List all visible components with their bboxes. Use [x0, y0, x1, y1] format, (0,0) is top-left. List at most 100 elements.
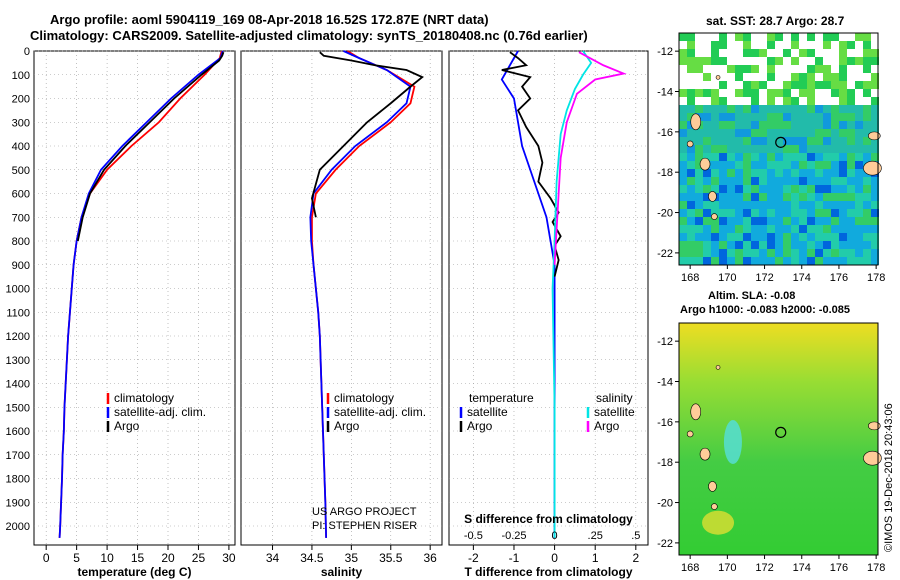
sat-sst-map-cell	[863, 49, 871, 57]
sat-sst-map-cell	[695, 217, 703, 225]
sat-sst-map-cell	[847, 137, 855, 145]
sat-sst-map-cell	[863, 177, 871, 185]
sat-sst-map-cell	[791, 65, 799, 73]
sat-sst-map-cell	[735, 73, 743, 81]
sat-sst-map-cell	[703, 233, 711, 241]
sat-sst-map-cell	[719, 89, 727, 97]
sat-sst-map-cell	[791, 201, 799, 209]
sat-sst-map-cell	[823, 49, 831, 57]
sat-sst-map-cell	[831, 201, 839, 209]
sat-sst-map-cell	[751, 249, 759, 257]
depth-tick-label: 1800	[6, 474, 30, 486]
sat-sst-map-cell	[823, 201, 831, 209]
sat-sst-map-cell	[751, 33, 759, 41]
sat-sst-map-cell	[831, 161, 839, 169]
island-shape	[867, 421, 881, 431]
sat-sst-map-cell	[783, 217, 791, 225]
sat-sst-map-cell	[799, 33, 807, 41]
differences-series-argo	[501, 51, 562, 277]
sat-sst-map-cell	[807, 97, 815, 105]
sat-sst-map-cell	[767, 73, 775, 81]
sat-sst-map-cell	[695, 201, 703, 209]
sat-sst-map-cell	[767, 201, 775, 209]
sat-sst-map-cell	[679, 169, 687, 177]
sat-sst-map-cell	[711, 209, 719, 217]
sat-sst-map-cell	[759, 209, 767, 217]
sat-sst-map-cell	[703, 41, 711, 49]
depth-tick-label: 300	[12, 117, 30, 129]
sat-sst-map-cell	[871, 105, 879, 113]
sat-sst-map-cell	[711, 73, 719, 81]
sat-sst-map-cell	[695, 105, 703, 113]
sat-sst-map-cell	[751, 145, 759, 153]
sat-sst-map-cell	[687, 97, 695, 105]
sat-sst-map-cell	[703, 89, 711, 97]
sat-sst-map-cell	[695, 193, 703, 201]
sat-sst-map-cell	[791, 33, 799, 41]
sat-sst-map-cell	[847, 225, 855, 233]
sat-sst-map-cell	[743, 153, 751, 161]
sat-sst-map-cell	[815, 137, 823, 145]
sat-sst-map-cell	[855, 257, 863, 265]
sat-sst-map-cell	[759, 153, 767, 161]
sat-sst-map-cell	[823, 105, 831, 113]
depth-tick-label: 800	[12, 236, 30, 248]
sat-sst-map-xtick-label: 172	[755, 272, 773, 284]
sat-sst-map-cell	[743, 257, 751, 265]
sat-sst-map-cell	[839, 89, 847, 97]
differences-series-satellite	[500, 50, 556, 538]
sat-sst-map-cell	[783, 137, 791, 145]
sat-sst-map-cell	[767, 225, 775, 233]
sat-sst-map-cell	[679, 217, 687, 225]
sat-sst-map-cell	[687, 217, 695, 225]
sat-sst-map-cell	[839, 233, 847, 241]
sat-sst-map-cell	[735, 121, 743, 129]
depth-tick-label: 500	[12, 165, 30, 177]
altimetry-map-xtick-label: 172	[755, 562, 773, 574]
sat-sst-map-cell	[815, 57, 823, 65]
sat-sst-map-cell	[863, 121, 871, 129]
sat-sst-map-cell	[759, 89, 767, 97]
sat-sst-map-cell	[711, 65, 719, 73]
sat-sst-map-cell	[775, 169, 783, 177]
depth-tick-label: 1700	[6, 450, 30, 462]
sat-sst-map-cell	[711, 97, 719, 105]
sat-sst-map-cell	[735, 217, 743, 225]
sat-sst-map-cell	[687, 169, 695, 177]
sat-sst-map-cell	[783, 121, 791, 129]
sat-sst-map-cell	[767, 177, 775, 185]
sat-sst-map-cell	[823, 161, 831, 169]
sat-sst-map-cell	[679, 57, 687, 65]
sat-sst-map-cell	[783, 33, 791, 41]
sat-sst-map-cell	[727, 129, 735, 137]
sat-sst-map-cell	[839, 49, 847, 57]
sat-sst-map-cell	[823, 169, 831, 177]
figure-title-line1: Argo profile: aoml 5904119_169 08-Apr-20…	[50, 12, 489, 27]
sat-sst-map-cell	[847, 81, 855, 89]
differences-series-argo	[553, 51, 627, 265]
sat-sst-map-cell	[711, 241, 719, 249]
sat-sst-map-cell	[687, 81, 695, 89]
sat-sst-map-cell	[823, 145, 831, 153]
sat-sst-map-cell	[735, 65, 743, 73]
sat-sst-map-cell	[775, 129, 783, 137]
sat-sst-map-cell	[823, 217, 831, 225]
depth-tick-label: 700	[12, 212, 30, 224]
sat-sst-map-cell	[743, 145, 751, 153]
sat-sst-map-cell	[751, 241, 759, 249]
sat-sst-map-cell	[791, 49, 799, 57]
sat-sst-map-cell	[679, 41, 687, 49]
sat-sst-map-cell	[703, 257, 711, 265]
altimetry-map-subtitle: Argo h1000: -0.083 h2000: -0.085	[680, 304, 850, 316]
sat-sst-map-cell	[687, 177, 695, 185]
sat-sst-map-cell	[847, 41, 855, 49]
sat-sst-map-cell	[759, 193, 767, 201]
sat-sst-map-cell	[871, 249, 879, 257]
sat-sst-map-cell	[783, 113, 791, 121]
sat-sst-map-cell	[743, 105, 751, 113]
sat-sst-map-cell	[727, 201, 735, 209]
diff-legend-entry: satellite	[594, 405, 635, 419]
depth-tick-label: 1900	[6, 497, 30, 509]
sat-sst-map-xtick-label: 174	[793, 272, 811, 284]
sat-sst-map-cell	[783, 129, 791, 137]
